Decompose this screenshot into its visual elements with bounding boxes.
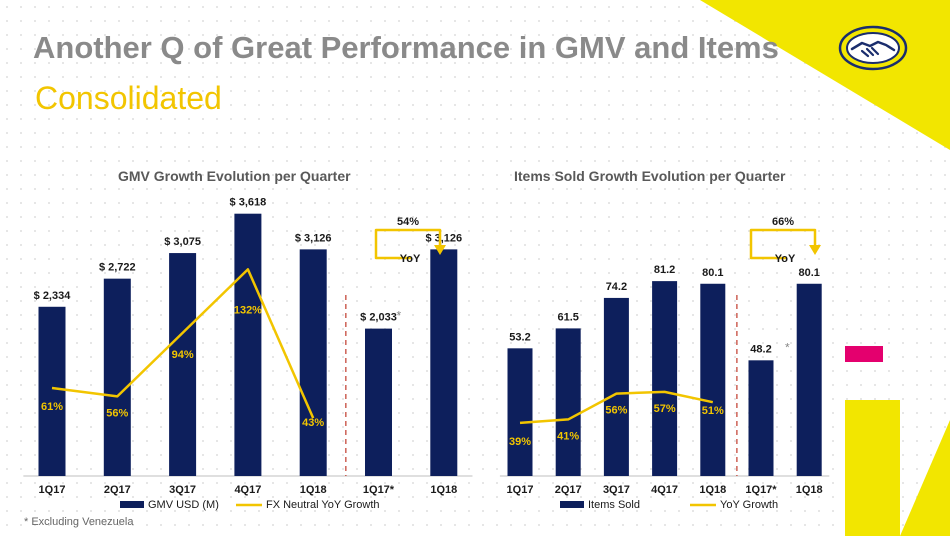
bar-value-label: 81.2: [654, 264, 675, 276]
category-tick-label: 1Q18: [796, 484, 823, 496]
items-chart-title: Items Sold Growth Evolution per Quarter: [514, 168, 786, 184]
bar-value-label: 80.1: [702, 267, 723, 279]
yoy-callout-label: YoY: [400, 253, 421, 265]
yoy-callout-arrowhead: [434, 245, 446, 255]
legend-bar-swatch: [120, 501, 144, 508]
category-tick-label: 4Q17: [651, 484, 678, 496]
page-title: Another Q of Great Performance in GMV an…: [33, 30, 779, 65]
yoy-callout-label: YoY: [775, 253, 796, 265]
legend-bar-label: GMV USD (M): [148, 499, 219, 511]
yoy-callout-arrow: [749, 228, 817, 260]
bar: [748, 360, 774, 476]
category-tick-label: 2Q17: [555, 484, 582, 496]
bar-value-label: 48.2: [750, 343, 771, 355]
growth-value-label: 43%: [302, 417, 324, 429]
category-tick-label: 1Q18: [699, 484, 726, 496]
asterisk-label: *: [397, 309, 402, 323]
gmv-chart-title: GMV Growth Evolution per Quarter: [118, 168, 351, 184]
growth-value-label: 56%: [605, 405, 627, 417]
bar: [103, 278, 131, 476]
legend-line-label: FX Neutral YoY Growth: [266, 499, 380, 511]
bar-value-label: $ 3,075: [164, 236, 201, 248]
bar: [234, 213, 262, 476]
yoy-callout-value: 54%: [397, 216, 419, 228]
growth-value-label: 94%: [172, 349, 194, 361]
bar: [365, 328, 392, 476]
bar-value-label: 53.2: [509, 331, 530, 343]
pink-accent-bar: [845, 346, 883, 362]
yoy-callout-value: 66%: [772, 216, 794, 228]
handshake-logo-icon: [838, 25, 908, 71]
growth-value-label: 61%: [41, 401, 63, 413]
bar: [796, 283, 822, 476]
yoy-callout-arrow: [374, 228, 442, 260]
category-tick-label: 3Q17: [169, 484, 196, 496]
growth-line-series: [519, 390, 714, 425]
growth-value-label: 51%: [702, 405, 724, 417]
page-subtitle: Consolidated: [35, 80, 222, 116]
bar-value-label: $ 2,722: [99, 262, 136, 274]
category-tick-label: 1Q18: [300, 484, 327, 496]
category-tick-label: 1Q17*: [363, 484, 395, 496]
growth-line-series: [51, 268, 315, 419]
growth-value-label: 41%: [557, 430, 579, 442]
category-tick-label: 3Q17: [603, 484, 630, 496]
bar: [555, 328, 581, 476]
bar-value-label: $ 2,334: [34, 290, 72, 302]
category-tick-label: 1Q17*: [745, 484, 777, 496]
bar: [38, 306, 66, 476]
bar-value-label: 61.5: [557, 311, 578, 323]
bar-value-label: $ 3,618: [230, 197, 267, 209]
category-tick-label: 4Q17: [234, 484, 261, 496]
category-tick-label: 1Q18: [430, 484, 457, 496]
bar: [652, 281, 678, 476]
bar: [603, 297, 629, 476]
bar: [169, 253, 197, 476]
bar-value-label: 74.2: [606, 281, 627, 293]
legend-bar-swatch: [560, 501, 584, 508]
growth-value-label: 39%: [509, 436, 531, 448]
growth-value-label: 56%: [106, 407, 128, 419]
asterisk-label: *: [785, 340, 790, 354]
category-tick-label: 1Q17: [507, 484, 534, 496]
category-tick-label: 2Q17: [104, 484, 131, 496]
bar-value-label: $ 3,126: [425, 232, 462, 244]
bar: [700, 283, 726, 476]
legend-line-label: YoY Growth: [720, 499, 778, 511]
bar: [507, 348, 533, 476]
bar-value-label: 80.1: [798, 267, 819, 279]
growth-value-label: 132%: [234, 304, 262, 316]
bar: [299, 249, 327, 476]
yoy-callout-arrowhead: [809, 245, 821, 255]
bar-value-label: $ 2,033: [360, 312, 397, 324]
yellow-check-stem: [845, 400, 900, 536]
growth-value-label: 57%: [654, 403, 676, 415]
bar: [430, 249, 458, 476]
footnote: * Excluding Venezuela: [24, 516, 134, 528]
bar-value-label: $ 3,126: [295, 232, 332, 244]
yellow-check-arm: [900, 420, 950, 536]
legend-bar-label: Items Sold: [588, 499, 640, 511]
category-tick-label: 1Q17: [39, 484, 66, 496]
